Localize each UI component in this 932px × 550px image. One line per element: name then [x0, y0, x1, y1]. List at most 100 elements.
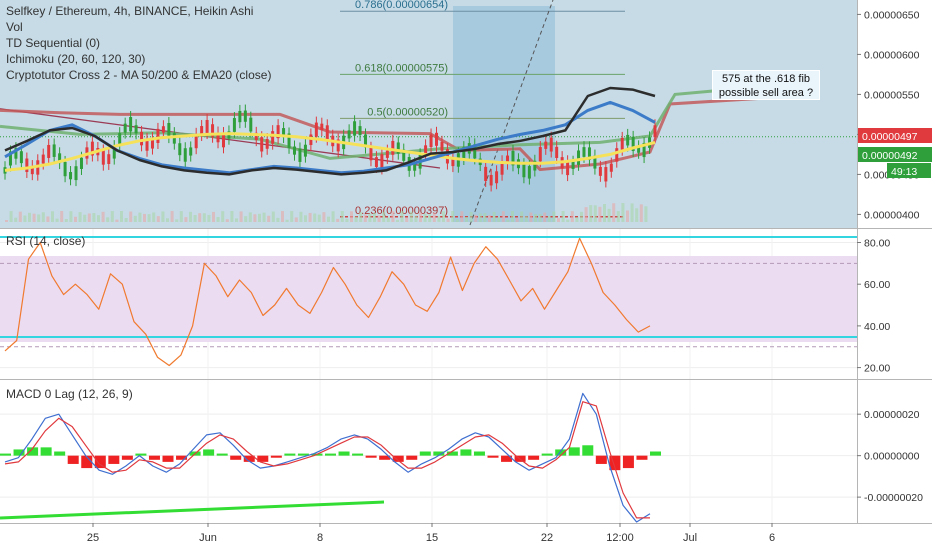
volume-bar — [630, 203, 634, 222]
volume-bar — [230, 211, 234, 222]
volume-legend[interactable]: Vol — [6, 20, 23, 34]
volume-bar — [161, 211, 165, 222]
macd-histogram-bar — [325, 453, 336, 456]
symbol-title[interactable]: Selfkey / Ethereum, 4h, BINANCE, Heikin … — [6, 4, 254, 18]
time-tick-label: 12:00 — [606, 532, 634, 544]
candle-body — [129, 117, 133, 132]
candle-body — [598, 166, 602, 176]
macd-histogram-bar — [176, 455, 188, 460]
candle-body — [582, 147, 586, 157]
volume-bar — [212, 211, 215, 222]
macd-histogram-bar — [609, 455, 621, 471]
candle-body — [609, 163, 613, 172]
macd-histogram-bar — [203, 449, 215, 456]
volume-bar — [74, 216, 77, 222]
volume-bar — [202, 213, 206, 222]
macd-layer — [0, 392, 661, 523]
time-tick-label: 22 — [541, 532, 553, 544]
td-legend[interactable]: TD Sequential (0) — [6, 36, 101, 50]
rsi-legend[interactable]: RSI (14, close) — [6, 234, 86, 248]
macd-histogram-bar — [460, 449, 472, 456]
candle-body — [8, 151, 12, 166]
volume-bar — [607, 208, 611, 222]
volume-bar — [396, 219, 399, 222]
volume-bar — [612, 203, 616, 222]
volume-bar — [101, 211, 105, 222]
volume-bar — [32, 213, 36, 222]
candle-body — [555, 146, 559, 159]
candle-body — [200, 126, 204, 135]
ichimoku-legend[interactable]: Ichimoku (20, 60, 120, 30) — [6, 52, 146, 66]
candle-body — [511, 150, 515, 166]
volume-bar — [405, 217, 409, 222]
signal-line — [4, 401, 650, 519]
candle-body — [41, 154, 45, 164]
volume-bar — [432, 212, 436, 222]
macd-histogram-bar — [406, 455, 418, 460]
volume-bar — [616, 211, 620, 222]
macd-tick-label: 0.00000020 — [864, 409, 920, 421]
candle-body — [473, 144, 477, 159]
price-tick-label: 0.00000600 — [864, 49, 920, 61]
volume-bar — [175, 219, 179, 222]
candle-body — [140, 131, 144, 146]
volume-bar — [239, 211, 243, 222]
volume-bar — [414, 215, 418, 222]
macd-histogram-bar — [487, 455, 499, 458]
price-label-text: 0.00000497 — [862, 131, 918, 143]
volume-bar — [377, 215, 381, 222]
macd-histogram-bar — [433, 451, 445, 456]
candle-body — [489, 174, 493, 186]
price-tick-label: 0.00000400 — [864, 209, 920, 221]
volume-bar — [60, 211, 64, 222]
volume-bar — [276, 217, 280, 222]
volume-bar — [584, 207, 588, 222]
macd-tick-label: 0.00000000 — [864, 451, 920, 463]
rsi-tick-label: 20.00 — [864, 363, 890, 375]
candle-body — [522, 164, 526, 178]
volume-bar — [41, 212, 45, 222]
macd-legend[interactable]: MACD 0 Lag (12, 26, 9) — [6, 387, 133, 401]
volume-bar — [409, 211, 413, 222]
volume-bar — [423, 213, 427, 222]
candle-body — [593, 155, 597, 169]
volume-bar — [170, 211, 174, 222]
volume-bar — [18, 211, 22, 222]
annotation-callout[interactable]: 575 at the .618 fib possible sell area ? — [712, 70, 820, 100]
volume-bar — [511, 211, 514, 222]
volume-bar — [340, 211, 344, 222]
fib-level-label: 0.5(0.00000520) — [367, 106, 448, 118]
volume-bar — [345, 218, 349, 222]
volume-bar — [437, 216, 441, 222]
candle-body — [249, 117, 253, 132]
volume-bar — [621, 203, 625, 222]
volume-bar — [189, 211, 192, 222]
rsi-tick-label: 60.00 — [864, 279, 890, 291]
volume-bar — [336, 218, 340, 222]
volume-bar — [331, 211, 335, 222]
candle-body — [271, 131, 275, 144]
macd-histogram-bar — [121, 455, 133, 460]
volume-bar — [133, 215, 137, 222]
candle-body — [653, 125, 657, 138]
candle-body — [506, 155, 510, 164]
volume-bar — [46, 216, 50, 222]
candle-body — [440, 141, 444, 151]
volume-bar — [626, 210, 629, 222]
candle-body — [79, 157, 83, 169]
volume-bar — [593, 205, 597, 222]
candle-body — [282, 128, 286, 138]
candle-body — [566, 161, 570, 176]
volume-bar — [589, 205, 593, 222]
candle-body — [347, 130, 351, 139]
volume-bar — [106, 217, 110, 222]
candle-body — [63, 161, 67, 177]
main-legend: Selfkey / Ethereum, 4h, BINANCE, Heikin … — [6, 3, 271, 83]
candle-body — [637, 146, 641, 153]
volume-bar — [488, 215, 491, 222]
volume-bar — [524, 215, 528, 222]
cross-legend[interactable]: Cryptotutor Cross 2 - MA 50/200 & EMA20 … — [6, 68, 272, 82]
volume-bar — [520, 211, 524, 222]
annotation-line-1: 575 at the .618 fib — [721, 73, 811, 85]
